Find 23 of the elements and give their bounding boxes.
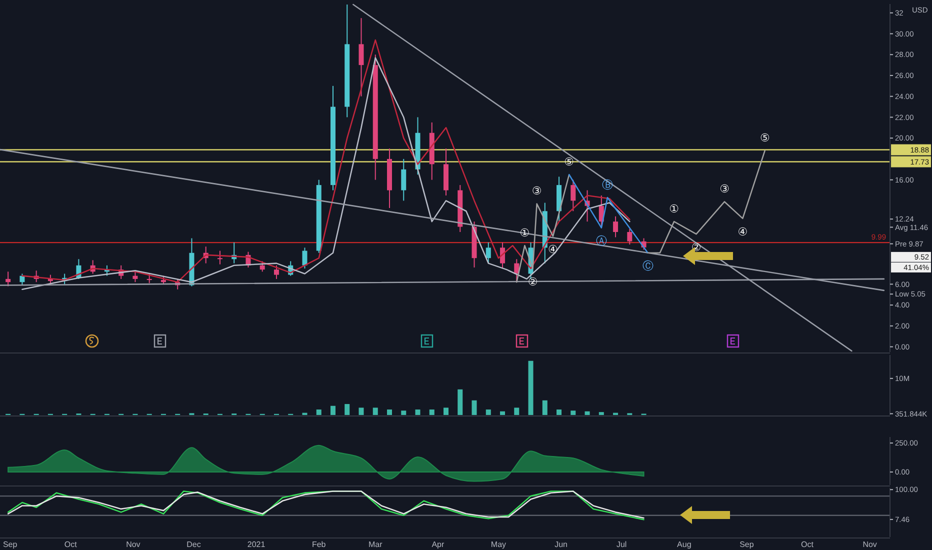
data-label: ⑤	[760, 131, 770, 144]
x-tick-label: Nov	[126, 540, 140, 549]
x-tick-label: 2021	[247, 540, 266, 549]
x-tick-label: Sep	[2, 540, 18, 549]
x-tick-label: Jun	[554, 540, 568, 549]
x-tick-label: Oct	[801, 540, 814, 549]
data-label: Ⓒ	[642, 260, 654, 273]
x-tick-label: May	[490, 540, 506, 549]
data-label: ④	[548, 243, 558, 256]
x-tick-label: Apr	[432, 540, 444, 549]
data-label: Ⓑ	[602, 178, 613, 192]
data-label: ③	[720, 182, 730, 196]
data-label: ①	[669, 202, 680, 216]
x-tick-label: Nov	[862, 540, 877, 549]
x-tick-label: Feb	[312, 540, 326, 549]
x-tick-label: Jul	[616, 540, 627, 549]
data-label: ③	[532, 184, 542, 198]
x-tick-label: Aug	[677, 540, 692, 549]
x-tick-label: Sep	[740, 540, 754, 549]
x-tick-label: Dec	[186, 540, 201, 549]
x-tick-label: Mar	[368, 540, 383, 549]
data-label: ④	[738, 225, 748, 238]
x-tick-label: Oct	[64, 540, 78, 549]
